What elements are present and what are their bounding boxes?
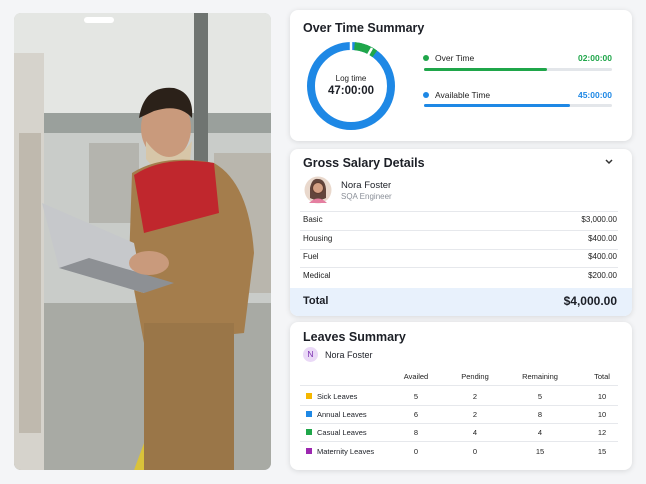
leave-cell: 2 xyxy=(472,392,478,401)
legend-value: 02:00:00 xyxy=(577,53,612,63)
employee-name: Nora Foster xyxy=(325,350,373,360)
divider xyxy=(300,267,618,268)
leave-cell: 4 xyxy=(537,428,543,438)
salary-value: $400.00 xyxy=(588,233,617,243)
salary-label: Housing xyxy=(303,233,333,243)
leave-label: Casual Leaves xyxy=(317,428,367,438)
divider xyxy=(300,441,618,443)
salary-value: $400.00 xyxy=(588,252,617,261)
column-header: Total xyxy=(594,372,610,381)
salary-value: $3,000.00 xyxy=(581,215,617,224)
card-title: Leaves Summary xyxy=(303,330,406,344)
total-label: Total xyxy=(303,295,329,307)
divider xyxy=(300,385,618,386)
legend-value: 45:00:00 xyxy=(577,90,612,100)
employee-initial: N xyxy=(303,347,318,362)
salary-card: Gross Salary Details Nora Foster SQA Eng… xyxy=(290,149,632,316)
employee-name: Nora Foster xyxy=(341,180,392,191)
donut-label: Log time xyxy=(335,74,367,83)
salary-label: Medical xyxy=(303,270,331,280)
progress-fill xyxy=(424,104,570,107)
leave-cell: 15 xyxy=(597,446,607,456)
leave-label: Maternity Leaves xyxy=(317,446,375,456)
column-header: Availed xyxy=(403,372,429,381)
leaves-card: Leaves Summary N Nora Foster Availed Pend… xyxy=(290,322,632,470)
leave-cell: 12 xyxy=(597,428,607,438)
progress-fill xyxy=(424,68,547,71)
card-title: Over Time Summary xyxy=(303,21,425,35)
divider xyxy=(300,248,618,250)
legend-dot xyxy=(423,92,429,98)
employee-avatar xyxy=(304,176,332,204)
leave-cell: 10 xyxy=(597,392,607,401)
divider xyxy=(300,211,618,212)
leave-label: Sick Leaves xyxy=(317,392,358,401)
leave-cell: 8 xyxy=(413,428,419,438)
salary-label: Fuel xyxy=(303,252,319,261)
column-header: Pending xyxy=(461,372,489,381)
leave-cell: 10 xyxy=(597,410,607,420)
card-title: Gross Salary Details xyxy=(303,156,425,170)
donut-value: 47:00:00 xyxy=(327,85,375,97)
leave-cell: 6 xyxy=(413,410,419,420)
total-value: $4,000.00 xyxy=(563,294,617,308)
employee-role: SQA Engineer xyxy=(341,192,392,201)
leave-label: Annual Leaves xyxy=(317,410,367,420)
leave-cell: 8 xyxy=(537,410,543,420)
leave-cell: 0 xyxy=(413,446,419,456)
salary-label: Basic xyxy=(303,215,323,224)
leave-color xyxy=(306,429,312,436)
leave-cell: 5 xyxy=(537,392,543,401)
leave-cell: 4 xyxy=(472,428,478,438)
leave-cell: 15 xyxy=(535,446,545,456)
worker-photo xyxy=(14,13,271,470)
log-time-donut xyxy=(307,42,395,130)
collapse-chevron[interactable] xyxy=(604,157,614,167)
leave-cell: 5 xyxy=(413,392,419,401)
legend-label: Over Time xyxy=(435,53,475,63)
divider xyxy=(300,230,618,231)
leave-cell: 0 xyxy=(472,446,478,456)
overtime-card: Over Time Summary Log time 47:00:00 Over… xyxy=(290,10,632,141)
leave-cell: 2 xyxy=(472,410,478,420)
column-header: Remaining xyxy=(522,372,558,381)
progress-track xyxy=(424,104,612,107)
progress-track xyxy=(424,68,612,71)
leave-color xyxy=(306,411,312,418)
divider xyxy=(300,423,618,425)
legend-label: Available Time xyxy=(435,90,491,100)
leave-color xyxy=(306,447,312,454)
total-band xyxy=(290,288,632,316)
salary-value: $200.00 xyxy=(588,270,617,280)
leave-color xyxy=(306,393,312,399)
legend-dot xyxy=(423,55,429,61)
divider xyxy=(300,405,618,406)
